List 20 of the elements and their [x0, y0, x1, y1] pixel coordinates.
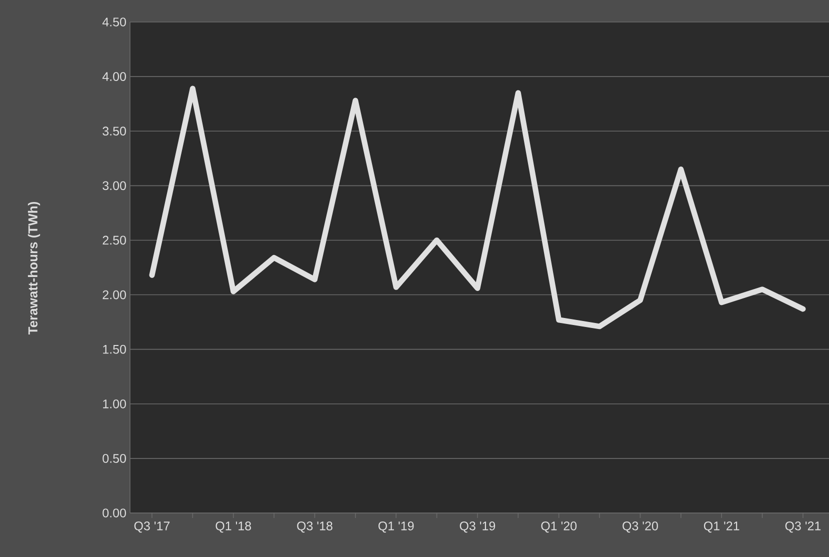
y-tick-label: 0.50: [102, 454, 126, 463]
y-tick-label: 1.00: [103, 399, 126, 408]
y-tick-label: 3.50: [102, 126, 126, 136]
x-tick-label: Q3 '21: [785, 522, 821, 533]
y-tick-label: 0.00: [102, 508, 126, 518]
x-tick-label: Q3 '20: [622, 522, 658, 533]
y-tick-label: 2.00: [102, 290, 126, 300]
y-tick-label: 2.50: [102, 236, 126, 245]
x-tick-label: Q1 '20: [541, 522, 577, 533]
x-tick-label: Q3 '17: [134, 522, 170, 533]
x-tick-label: Q1 '18: [216, 522, 252, 533]
y-tick-label: 4.50: [102, 18, 126, 26]
y-tick-label: 3.00: [102, 181, 126, 190]
y-tick-label: 4.00: [102, 72, 126, 81]
x-tick-label: Q3 '19: [460, 522, 496, 533]
y-axis-title: Terawatt-hours (TWh): [28, 202, 40, 335]
x-tick-label: Q1 '21: [704, 522, 740, 533]
y-tick-label: 1.50: [103, 344, 126, 354]
x-tick-label: Q1 '19: [378, 522, 414, 533]
x-tick-label: Q3 '18: [297, 522, 332, 533]
